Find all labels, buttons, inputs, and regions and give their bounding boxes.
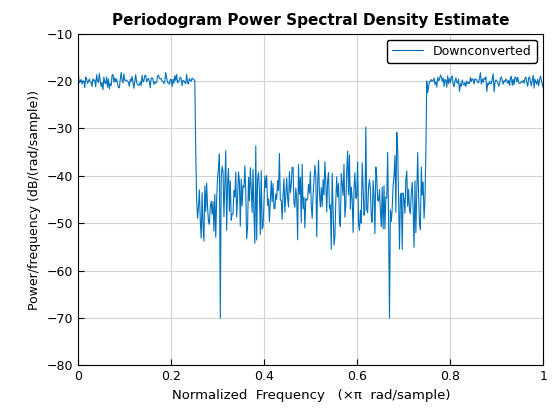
Downconverted — [282, 210, 288, 215]
Downconverted — [540, 85, 547, 90]
Downconverted — [142, 73, 148, 78]
Downconverted — [231, 194, 238, 200]
Downconverted — [457, 81, 464, 86]
Downconverted — [492, 80, 498, 85]
Downconverted — [75, 72, 82, 77]
Downconverted — [162, 70, 169, 75]
Downconverted — [84, 81, 91, 86]
Downconverted — [217, 315, 223, 320]
Legend: Downconverted: Downconverted — [387, 40, 537, 63]
Line: Downconverted: Downconverted — [78, 72, 543, 318]
Title: Periodogram Power Spectral Density Estimate: Periodogram Power Spectral Density Estim… — [112, 13, 510, 28]
Y-axis label: Power/frequency (dB/(rad/sample)): Power/frequency (dB/(rad/sample)) — [29, 89, 41, 310]
X-axis label: Normalized  Frequency   (×π  rad/sample): Normalized Frequency (×π rad/sample) — [171, 389, 450, 402]
